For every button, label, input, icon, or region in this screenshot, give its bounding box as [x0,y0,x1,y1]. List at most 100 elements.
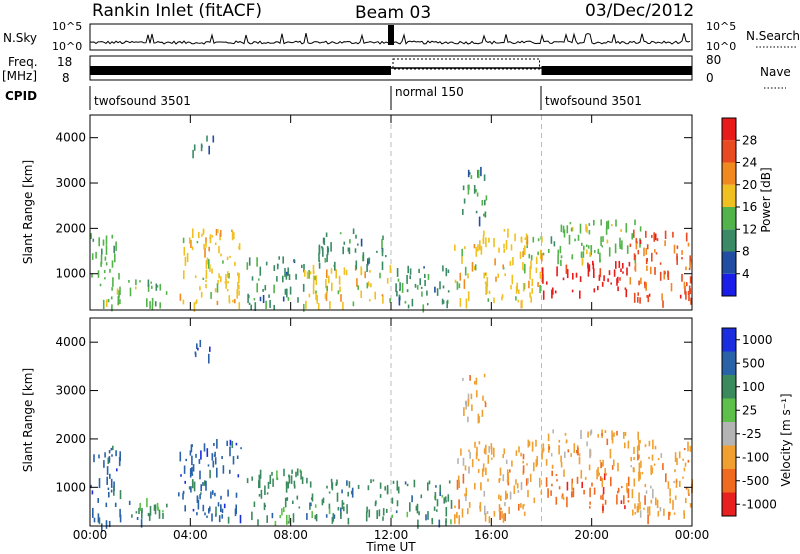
velocity-echo-cell [114,502,117,507]
velocity-echo-cell [638,454,640,459]
velocity-echo-cell [328,491,331,494]
power-echo-cell [183,270,185,280]
power-echo-cell [541,267,544,275]
velocity-echo-cell [627,500,630,503]
power-echo-cell [376,250,378,253]
power-echo-cell [259,296,262,302]
velocity-echo-cell [484,512,487,522]
power-echo-cell [345,269,348,276]
power-echo-cell [234,299,236,304]
velocity-echo-cell [428,480,431,485]
power-echo-cell [639,297,641,304]
power-colorbar-tick-label: 24 [742,156,757,170]
velocity-echo-cell [191,466,193,475]
power-echo-cell [209,236,211,240]
power-echo-cell [186,252,189,263]
power-echo-cell [659,262,662,265]
velocity-echo-cell [445,507,448,517]
power-echo-cell [318,260,321,263]
power-echo-cell [128,280,130,283]
power-echo-cell [151,285,153,289]
velocity-ytick-label: 1000 [55,480,86,494]
power-echo-cell [484,272,486,276]
velocity-echo-cell [471,404,473,411]
power-echo-cell [557,255,559,265]
velocity-echo-cell [668,511,670,520]
velocity-echo-cell [409,502,411,512]
power-echo-cell [546,281,548,285]
power-echo-cell [503,248,505,253]
power-echo-cell [329,301,331,309]
power-echo-cell [577,234,580,241]
velocity-echo-cell [610,476,612,487]
velocity-echo-region [90,445,122,532]
velocity-echo-cell [517,490,520,493]
power-echo-cell [205,269,208,279]
velocity-echo-cell [672,499,674,510]
velocity-echo-cell [477,458,480,462]
velocity-colorbar-swatch [722,469,736,493]
velocity-echo-cell [310,502,312,507]
power-echo-cell [193,302,196,312]
power-echo-cell [147,284,150,292]
velocity-echo-cell [527,489,529,498]
power-echo-cell [364,271,366,279]
power-echo-cell [529,271,531,280]
power-echo-cell [195,301,197,305]
power-echo-cell [589,252,591,257]
power-echo-cell [620,229,622,232]
power-echo-cell [608,247,611,257]
velocity-echo-cell [527,478,529,484]
power-echo-cell [248,302,251,305]
velocity-echo-cell [558,486,561,490]
power-echo-cell [610,282,612,285]
velocity-echo-cell [258,474,261,484]
power-y-axis: 1000 2000 3000 4000 [55,131,692,281]
power-echo-cell [308,270,310,279]
power-echo-cell [422,304,425,313]
velocity-echo-cell [643,507,645,510]
power-echo-cell [284,288,287,295]
velocity-echo-cell [551,464,554,469]
x-tick-label: 04:00 [173,528,208,542]
velocity-echo-cell [206,448,209,457]
power-echo-cell [297,297,299,303]
power-echo-cell [258,278,260,281]
velocity-echo-cell [633,478,636,487]
power-echo-cell [606,221,608,230]
power-echo-cell [507,228,509,238]
velocity-echo-cell [474,441,476,448]
power-echo-cell [369,269,371,273]
velocity-echo-region [246,468,304,526]
velocity-echo-cell [342,502,345,505]
velocity-echo-cell [166,503,168,508]
velocity-echo-cell [306,513,308,520]
velocity-echo-cell [469,451,471,459]
power-echo-cell [369,299,371,302]
power-echo-cell [409,268,412,275]
velocity-echo-cell [550,453,553,457]
velocity-echo-cell [239,514,242,524]
power-echo-cell [219,230,222,237]
velocity-echo-cell [119,514,122,523]
velocity-echo-cell [306,477,308,484]
velocity-echo-cell [637,431,639,440]
velocity-echo-cell [406,483,409,487]
velocity-echo-cell [535,459,538,468]
power-echo-cell [530,255,533,261]
power-echo-cell [475,189,477,193]
velocity-echo-cell [457,475,460,481]
velocity-echo-cell [434,492,437,501]
velocity-echo-cell [386,508,388,513]
velocity-echo-cell [274,521,277,526]
power-echo-cell [352,228,355,234]
power-echo-cell [525,233,528,239]
velocity-echo-cell [328,508,331,515]
velocity-echo-cell [484,402,487,408]
power-echo-cell [541,236,543,243]
power-echo-cell [265,300,267,309]
velocity-echo-cell [292,500,294,504]
power-echo-cell [149,301,151,309]
power-echo-cell [603,275,605,282]
power-echo-cell [651,234,653,238]
